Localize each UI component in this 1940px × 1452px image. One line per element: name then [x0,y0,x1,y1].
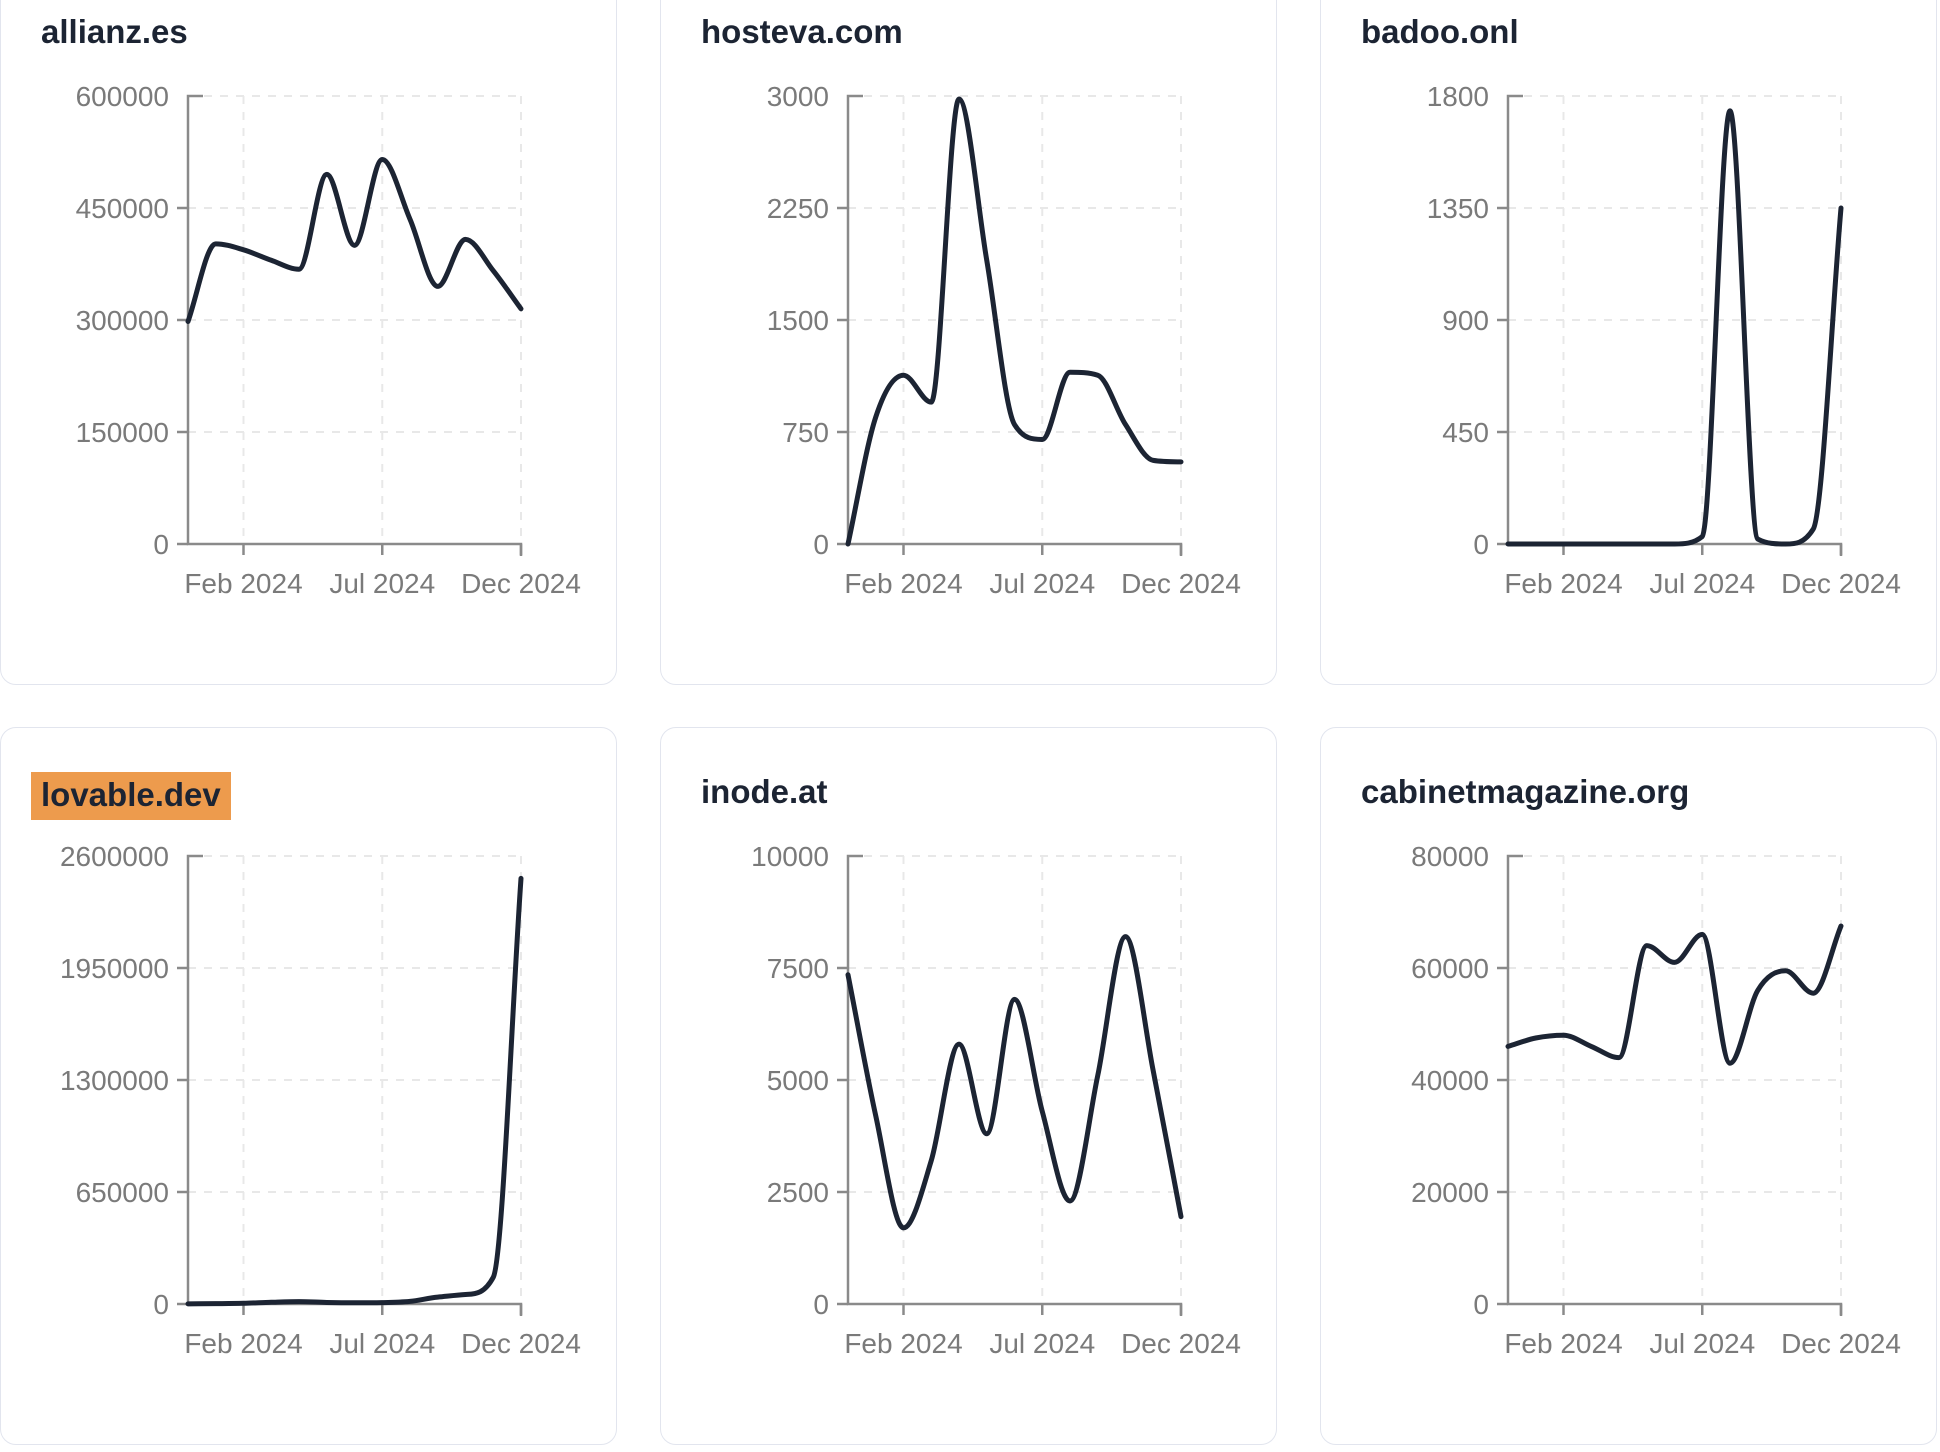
y-tick-label: 1300000 [60,1065,169,1096]
y-tick-label: 7500 [767,953,829,984]
x-tick-label: Dec 2024 [1121,568,1241,599]
y-tick-label: 600000 [76,81,169,112]
domain-title-text: inode.at [701,773,828,810]
axis [1506,854,1843,1316]
domain-title-text: cabinetmagazine.org [1361,773,1690,810]
domain-chart-card: cabinetmagazine.org 0 20000 40000 60000 8000… [1320,727,1937,1445]
domain-title: allianz.es [41,12,188,52]
domain-title: lovable.dev [31,772,231,820]
x-tick-label: Feb 2024 [1504,568,1622,599]
x-tick-label: Feb 2024 [184,1328,302,1359]
y-tick-label: 1800 [1427,81,1489,112]
x-tick-label: Dec 2024 [461,568,581,599]
y-tick-label: 1950000 [60,953,169,984]
axis [1506,94,1843,556]
series-line [1505,923,1844,1066]
x-tick-label: Jul 2024 [329,568,435,599]
x-tick-label: Feb 2024 [1504,1328,1622,1359]
y-tick-label: 0 [1473,1289,1489,1320]
series-line [185,875,524,1307]
series-line [185,156,524,324]
x-tick-label: Dec 2024 [1781,568,1901,599]
x-tick-label: Feb 2024 [844,1328,962,1359]
x-tick-label: Jul 2024 [329,1328,435,1359]
x-tick-label: Jul 2024 [989,1328,1095,1359]
domain-title: hosteva.com [701,12,903,52]
series-line [845,96,1184,547]
domain-title-text: lovable.dev [31,772,231,820]
traffic-line-chart: 0 150000 300000 450000 600000 Feb 2024 Jul 202… [76,81,581,599]
domain-title-text: badoo.onl [1361,13,1519,50]
domain-title-text: allianz.es [41,13,188,50]
x-tick-label: Dec 2024 [461,1328,581,1359]
domain-chart-card: lovable.dev 0 650000 1300000 1950000 2600000… [0,727,617,1445]
y-tick-label: 1350 [1427,193,1489,224]
y-tick-label: 2600000 [60,841,169,872]
y-tick-label: 450000 [76,193,169,224]
traffic-line-chart: 0 20000 40000 60000 80000 Feb 2024 Jul 2024 Dec… [1411,841,1901,1359]
y-tick-label: 80000 [1411,841,1489,872]
y-tick-label: 0 [153,529,169,560]
y-tick-label: 650000 [76,1177,169,1208]
y-tick-label: 3000 [767,81,829,112]
traffic-line-chart: 0 650000 1300000 1950000 2600000 Feb 2024 Jul … [60,841,581,1359]
series-line [1505,108,1844,547]
y-tick-label: 20000 [1411,1177,1489,1208]
axis [186,854,523,1316]
y-tick-label: 5000 [767,1065,829,1096]
y-tick-label: 40000 [1411,1065,1489,1096]
series-line [845,934,1184,1231]
y-tick-label: 2500 [767,1177,829,1208]
y-tick-label: 1500 [767,305,829,336]
domain-title-text: hosteva.com [701,13,903,50]
domain-chart-card: hosteva.com 0 750 1500 2250 3000 Feb 2024 Jul … [660,0,1277,685]
x-tick-label: Feb 2024 [844,568,962,599]
y-tick-label: 0 [153,1289,169,1320]
y-tick-label: 450 [1442,417,1489,448]
x-tick-label: Dec 2024 [1781,1328,1901,1359]
y-tick-label: 0 [813,1289,829,1320]
domain-title: badoo.onl [1361,12,1519,52]
x-tick-label: Jul 2024 [989,568,1095,599]
y-tick-label: 2250 [767,193,829,224]
y-tick-label: 10000 [751,841,829,872]
y-tick-label: 750 [782,417,829,448]
domain-title: inode.at [701,772,828,812]
axis [846,94,1183,556]
traffic-line-chart: 0 450 900 1350 1800 Feb 2024 Jul 2024 Dec 2024 [1427,81,1901,599]
x-tick-label: Jul 2024 [1649,568,1755,599]
x-tick-label: Dec 2024 [1121,1328,1241,1359]
axis [846,854,1183,1316]
y-tick-label: 0 [813,529,829,560]
traffic-line-chart: 0 750 1500 2250 3000 Feb 2024 Jul 2024 Dec 2024 [767,81,1241,599]
domain-chart-card: badoo.onl 0 450 900 1350 1800 Feb 2024 Jul 202… [1320,0,1937,685]
domain-chart-card: allianz.es 0 150000 300000 450000 600000 Feb … [0,0,617,685]
x-tick-label: Feb 2024 [184,568,302,599]
y-tick-label: 60000 [1411,953,1489,984]
y-tick-label: 300000 [76,305,169,336]
x-tick-label: Jul 2024 [1649,1328,1755,1359]
y-tick-label: 0 [1473,529,1489,560]
y-tick-label: 900 [1442,305,1489,336]
axis [186,94,523,556]
traffic-line-chart: 0 2500 5000 7500 10000 Feb 2024 Jul 2024 Dec 20… [751,841,1241,1359]
y-tick-label: 150000 [76,417,169,448]
domain-chart-card: inode.at 0 2500 5000 7500 10000 Feb 2024 Jul 2… [660,727,1277,1445]
domain-title: cabinetmagazine.org [1361,772,1689,812]
